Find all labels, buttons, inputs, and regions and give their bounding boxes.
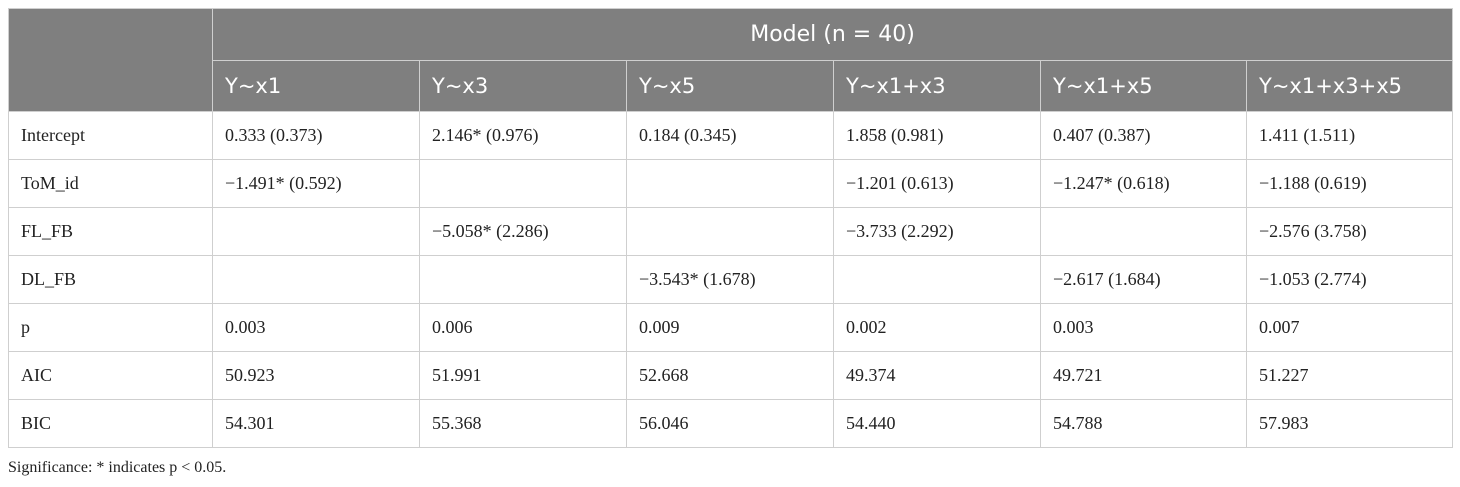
column-header: Y~x1+x3+x5 xyxy=(1245,60,1454,112)
table-row: AIC 50.923 51.991 52.668 49.374 49.721 5… xyxy=(8,351,1454,400)
row-label: FL_FB xyxy=(8,207,213,256)
table-cell: 50.923 xyxy=(212,351,420,400)
table-cell: 1.411 (1.511) xyxy=(1245,111,1454,160)
table-row: FL_FB −5.058* (2.286) −3.733 (2.292) −2.… xyxy=(8,207,1454,256)
table-row: p 0.003 0.006 0.009 0.002 0.003 0.007 xyxy=(8,303,1454,352)
table-cell: 51.991 xyxy=(419,351,627,400)
table-cell xyxy=(833,255,1041,304)
table-cell xyxy=(419,255,627,304)
results-table-container: Model (n = 40) Y~x1 Y~x3 Y~x5 Y~x1+x3 Y~… xyxy=(8,8,1454,448)
table-row: DL_FB −3.543* (1.678) −2.617 (1.684) −1.… xyxy=(8,255,1454,304)
table-header-row-models: Y~x1 Y~x3 Y~x5 Y~x1+x3 Y~x1+x5 Y~x1+x3+x… xyxy=(9,60,1454,112)
table-cell: 0.009 xyxy=(626,303,834,352)
row-label: Intercept xyxy=(8,111,213,160)
column-header: Y~x5 xyxy=(626,60,834,112)
table-cell: 0.006 xyxy=(419,303,627,352)
table-cell: −1.491* (0.592) xyxy=(212,159,420,208)
table-cell: 56.046 xyxy=(626,399,834,448)
table-header-row-group: Model (n = 40) xyxy=(8,8,1454,112)
table-cell: 0.333 (0.373) xyxy=(212,111,420,160)
table-row: Intercept 0.333 (0.373) 2.146* (0.976) 0… xyxy=(8,111,1454,160)
table-cell: −1.053 (2.774) xyxy=(1245,255,1454,304)
table-footnote: Significance: * indicates p < 0.05. xyxy=(8,459,227,476)
table-cell: −2.617 (1.684) xyxy=(1040,255,1247,304)
table-cell xyxy=(626,159,834,208)
table-cell: 49.721 xyxy=(1040,351,1247,400)
model-group-header: Model (n = 40) xyxy=(211,8,1454,61)
table-cell: 55.368 xyxy=(419,399,627,448)
table-row: ToM_id −1.491* (0.592) −1.201 (0.613) −1… xyxy=(8,159,1454,208)
table-cell: −1.201 (0.613) xyxy=(833,159,1041,208)
table-cell: 52.668 xyxy=(626,351,834,400)
table-cell: −3.733 (2.292) xyxy=(833,207,1041,256)
table-cell: 1.858 (0.981) xyxy=(833,111,1041,160)
column-header: Y~x1 xyxy=(212,60,420,112)
table-cell: 2.146* (0.976) xyxy=(419,111,627,160)
table-cell xyxy=(212,255,420,304)
row-label: BIC xyxy=(8,399,213,448)
table-cell: 54.788 xyxy=(1040,399,1247,448)
table-cell: 0.003 xyxy=(212,303,420,352)
column-header: Y~x1+x3 xyxy=(833,60,1041,112)
table-cell xyxy=(1040,207,1247,256)
table-cell xyxy=(212,207,420,256)
table-cell: −1.188 (0.619) xyxy=(1245,159,1454,208)
row-label: DL_FB xyxy=(8,255,213,304)
table-cell: 54.301 xyxy=(212,399,420,448)
corner-header xyxy=(8,8,213,112)
table-cell: −1.247* (0.618) xyxy=(1040,159,1247,208)
table-cell: 0.003 xyxy=(1040,303,1247,352)
table-cell: 54.440 xyxy=(833,399,1041,448)
table-cell xyxy=(419,159,627,208)
row-label: ToM_id xyxy=(8,159,213,208)
table-cell: 0.002 xyxy=(833,303,1041,352)
table-cell: 0.007 xyxy=(1245,303,1454,352)
model-results-table: Model (n = 40) Y~x1 Y~x3 Y~x5 Y~x1+x3 Y~… xyxy=(8,8,1454,448)
table-cell: 49.374 xyxy=(833,351,1041,400)
table-cell: 57.983 xyxy=(1245,399,1454,448)
table-row: BIC 54.301 55.368 56.046 54.440 54.788 5… xyxy=(8,399,1454,448)
table-cell: −5.058* (2.286) xyxy=(419,207,627,256)
row-label: AIC xyxy=(8,351,213,400)
row-label: p xyxy=(8,303,213,352)
column-header: Y~x1+x5 xyxy=(1040,60,1247,112)
table-cell: 51.227 xyxy=(1245,351,1454,400)
table-cell: 0.407 (0.387) xyxy=(1040,111,1247,160)
column-header: Y~x3 xyxy=(419,60,627,112)
table-cell: −3.543* (1.678) xyxy=(626,255,834,304)
table-cell: −2.576 (3.758) xyxy=(1245,207,1454,256)
table-cell: 0.184 (0.345) xyxy=(626,111,834,160)
table-cell xyxy=(626,207,834,256)
